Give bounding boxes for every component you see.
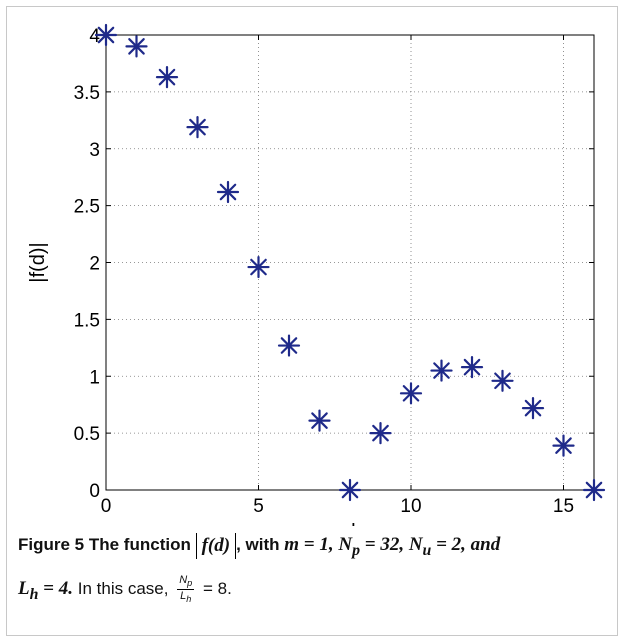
x-axis-label: d (344, 521, 355, 526)
data-point (338, 478, 362, 502)
nu-symbol: N (408, 534, 423, 555)
y-axis-label: |f(d)| (27, 242, 49, 282)
figure-frame (6, 6, 618, 636)
x-tick-label: 0 (101, 496, 112, 517)
data-point (277, 334, 301, 357)
figure-caption: Figure 5 The function f(d), with m = 1, … (18, 526, 610, 614)
data-point (582, 478, 606, 502)
data-point (186, 116, 209, 139)
figure-label: Figure 5 (18, 535, 85, 554)
data-point (94, 23, 118, 47)
frac-den-sub: h (186, 594, 192, 604)
frac-num: N (179, 573, 188, 586)
data-point (125, 35, 148, 58)
data-point (521, 397, 545, 420)
grid-lines (106, 35, 594, 490)
abs-value-expr: f(d) (195, 532, 237, 559)
y-tick-label: 3 (89, 140, 100, 161)
caption-text-4: = 8. (198, 578, 232, 598)
x-tick-label: 5 (253, 496, 264, 517)
data-point (247, 255, 270, 279)
m-expr: m = 1, (284, 534, 334, 555)
y-tick-label: 2.5 (74, 197, 100, 218)
nu-expr: Nu = 2, and (408, 534, 501, 559)
np-subscript: p (352, 541, 360, 559)
data-points (94, 23, 606, 502)
caption-text-3: In this case, (77, 578, 169, 598)
caption-text-1: The function (88, 535, 191, 554)
data-point (460, 356, 484, 379)
ratio-fraction: Np Lh (177, 573, 195, 605)
x-tick-label: 15 (553, 496, 574, 517)
data-point (430, 359, 453, 382)
lh-symbol: L (18, 577, 30, 599)
lh-rest: = 4. (38, 577, 73, 599)
data-point (308, 409, 331, 432)
y-tick-label: 1.5 (74, 310, 100, 331)
scatter-chart: 0 5 10 15 0 0.5 1 1.5 2 2.5 3 3.5 4 d |f(d)| (27, 23, 606, 526)
abs-expr: f(d) (201, 534, 231, 556)
caption-text-2: , with (236, 535, 280, 554)
np-symbol: N (338, 534, 353, 555)
y-tick-label: 2 (89, 254, 100, 275)
y-tick-label: 4 (89, 26, 100, 47)
data-point (399, 382, 423, 405)
frac-den: L (180, 589, 187, 602)
nu-subscript: u (422, 541, 432, 559)
data-point (491, 369, 514, 392)
np-rest: = 32, (360, 534, 405, 555)
data-point (155, 65, 179, 89)
y-tick-label: 0.5 (74, 424, 100, 445)
y-tick-label: 1 (89, 367, 100, 388)
frac-num-sub: p (187, 577, 193, 588)
data-point (369, 422, 392, 445)
y-tick-label: 0 (89, 481, 100, 502)
data-point (216, 180, 240, 204)
y-tick-label: 3.5 (74, 83, 100, 104)
np-expr: Np = 32, (338, 534, 405, 559)
lh-expr: Lh = 4. (18, 577, 73, 603)
lh-subscript: h (29, 585, 39, 603)
data-point (552, 434, 575, 457)
axis-ticks: 0 5 10 15 0 0.5 1 1.5 2 2.5 3 3.5 4 (74, 26, 594, 517)
x-tick-label: 10 (400, 496, 421, 517)
nu-rest: = 2, and (431, 534, 501, 555)
